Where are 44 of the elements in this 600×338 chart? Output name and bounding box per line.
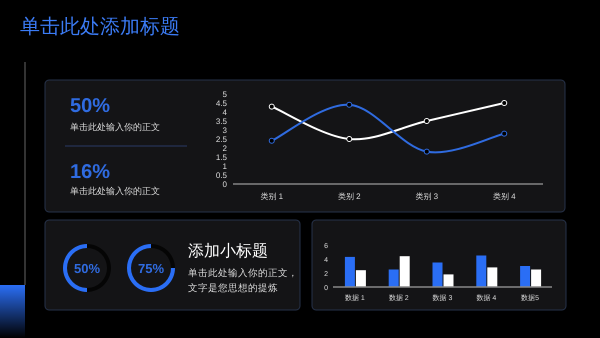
text: 文字是您思想的提炼	[188, 282, 278, 294]
x-tick-label: 类别 3	[415, 192, 439, 201]
x-tick-label: 类别 1	[260, 192, 284, 201]
bar	[432, 262, 442, 287]
text: 75%	[138, 261, 164, 276]
y-tick-label: 4	[222, 108, 228, 117]
x-tick-label: 类别 4	[492, 192, 516, 201]
bar	[344, 256, 355, 287]
bar	[444, 274, 454, 287]
text: 单击此处添加标题	[20, 16, 180, 38]
point	[501, 130, 508, 137]
bar	[356, 270, 366, 287]
x-tick-label: 类别 2	[338, 192, 362, 201]
y-tick-label: 0	[222, 180, 228, 189]
text: 单击此处输入你的正文	[70, 122, 160, 132]
y-tick-label: 1	[222, 162, 228, 171]
text: 单击此处输入你的正文，	[188, 267, 298, 279]
bar	[520, 266, 530, 287]
bar	[400, 256, 410, 287]
y-tick-label: 3	[222, 126, 228, 135]
bar	[476, 256, 486, 287]
y-tick-label: 2	[222, 144, 228, 153]
point	[346, 136, 352, 142]
point	[268, 104, 275, 110]
text: 单击此处输入你的正文	[70, 186, 160, 196]
point	[346, 102, 352, 108]
point	[424, 148, 430, 155]
y-tick-label: 5	[222, 90, 228, 99]
text: 50%	[74, 261, 100, 276]
bar	[388, 270, 399, 287]
y-tick-label: 0.5	[216, 171, 228, 180]
y-tick-label: 3.5	[216, 117, 228, 126]
text: 50%	[70, 95, 110, 117]
donut-slice	[127, 244, 175, 292]
y-tick-label: 4.5	[216, 99, 228, 108]
text: 添加小标题	[188, 242, 268, 260]
y-tick-label: 2.5	[216, 135, 228, 144]
bar	[531, 270, 542, 287]
point	[268, 138, 275, 144]
point	[501, 100, 508, 106]
bar	[487, 267, 498, 287]
point	[424, 118, 430, 124]
y-tick-label: 1.5	[216, 153, 228, 162]
text: 16%	[70, 161, 110, 183]
